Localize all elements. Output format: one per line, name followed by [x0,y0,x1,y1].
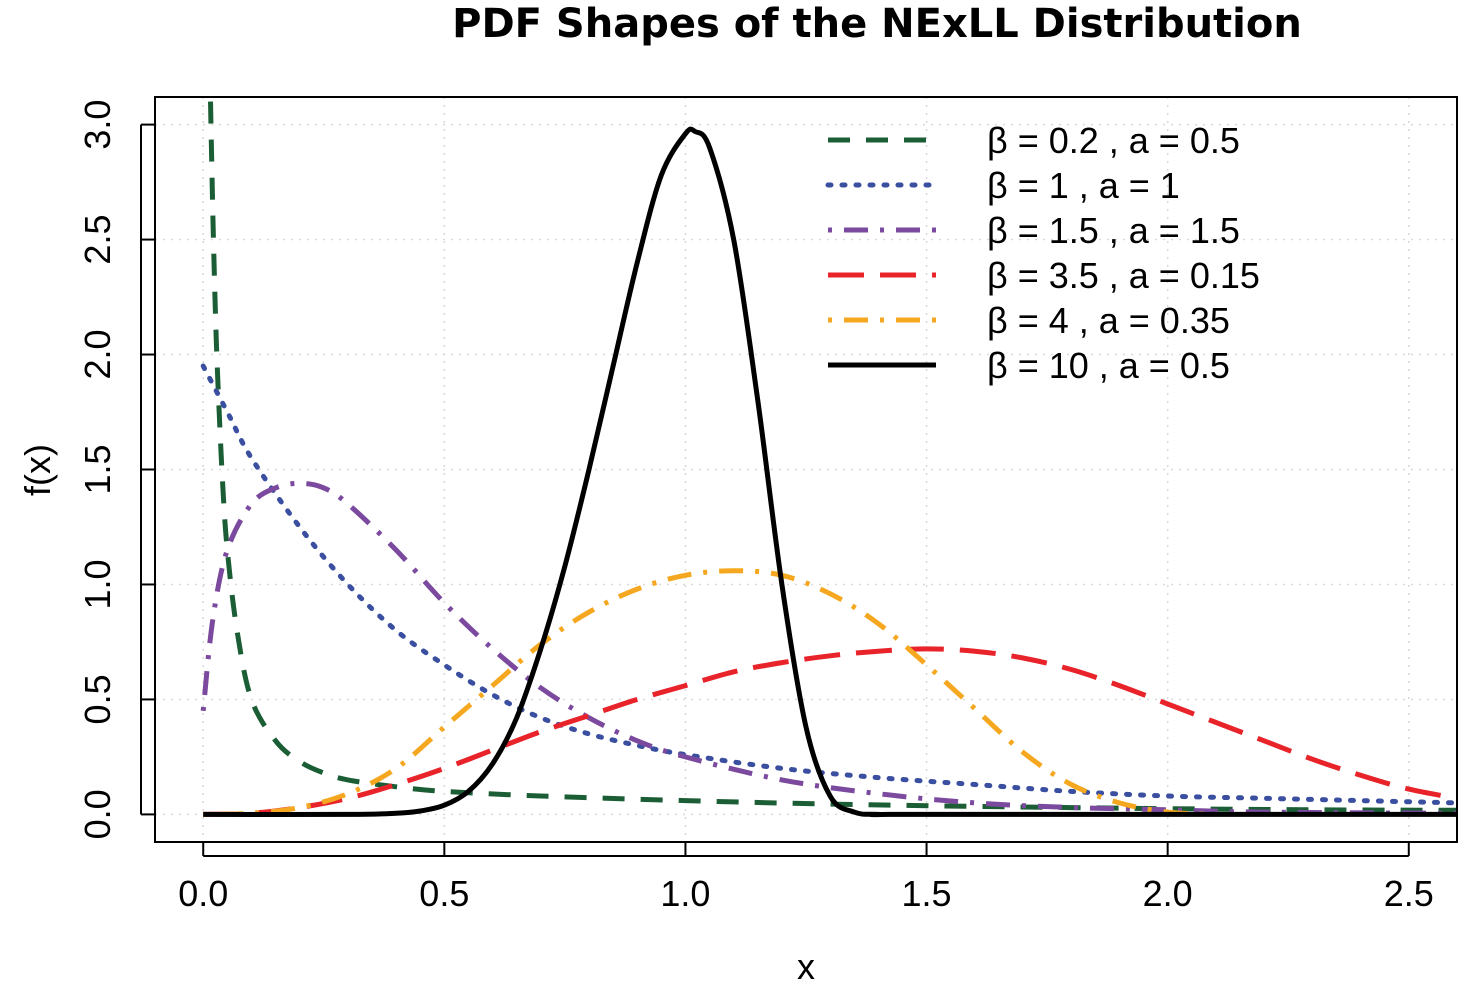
y-tick-label: 0.5 [77,674,118,724]
x-tick-label: 0.0 [178,873,228,914]
y-axis-label: f(x) [17,444,58,496]
series-line-3 [200,480,1457,816]
x-tick-label: 0.5 [419,873,469,914]
series-line-4 [203,646,1457,817]
x-tick-label: 1.0 [660,873,710,914]
y-tick-label: 1.0 [77,559,118,609]
series-curves [200,101,1457,818]
legend-label-6: β = 10 , a = 0.5 [987,345,1230,386]
x-axis-label: x [797,946,815,986]
y-tick-label: 2.5 [77,215,118,265]
y-tick-label: 1.5 [77,444,118,494]
series-line-1 [208,101,1457,813]
y-axis: 0.0 0.5 1.0 1.5 2.0 2.5 3.0 [77,100,155,839]
x-axis: 0.0 0.5 1.0 1.5 2.0 2.5 [178,842,1434,914]
legend-label-5: β = 4 , a = 0.35 [987,300,1230,341]
legend: β = 0.2 , a = 0.5β = 1 , a = 1β = 1.5 , … [825,120,1260,386]
series-line-2 [200,363,1457,806]
y-tick-label: 3.0 [77,100,118,150]
x-tick-label: 2.5 [1384,873,1434,914]
y-tick-label: 2.0 [77,330,118,380]
legend-label-1: β = 0.2 , a = 0.5 [987,120,1240,161]
legend-label-3: β = 1.5 , a = 1.5 [987,210,1240,251]
x-tick-label: 2.0 [1143,873,1193,914]
x-tick-label: 1.5 [902,873,952,914]
series-line-6 [203,126,1457,818]
series-line-5 [203,568,1217,817]
y-tick-label: 0.0 [77,789,118,839]
legend-label-4: β = 3.5 , a = 0.15 [987,255,1260,296]
legend-label-2: β = 1 , a = 1 [987,165,1180,206]
chart-title: PDF Shapes of the NExLL Distribution [452,1,1302,47]
